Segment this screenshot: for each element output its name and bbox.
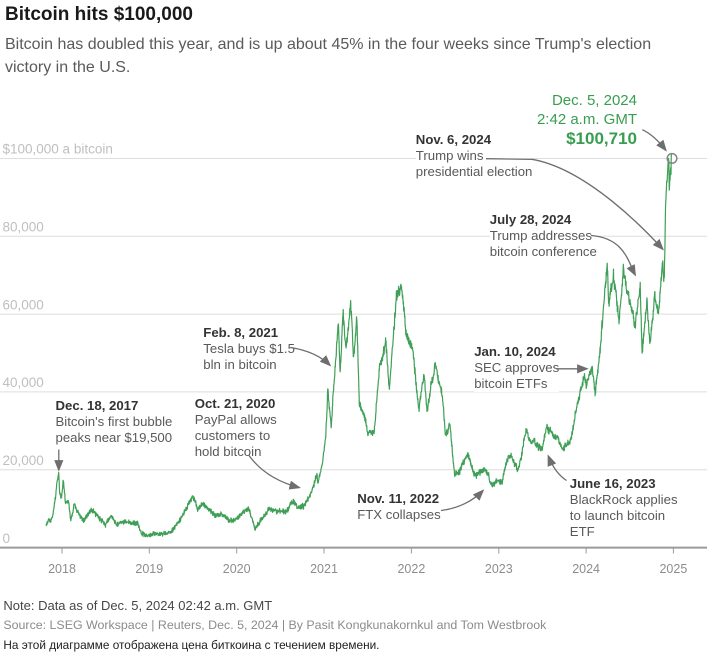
svg-text:2023: 2023	[485, 562, 513, 576]
svg-text:2021: 2021	[310, 562, 338, 576]
svg-text:2024: 2024	[572, 562, 600, 576]
svg-text:0: 0	[3, 531, 11, 546]
svg-text:40,000: 40,000	[3, 375, 44, 390]
svg-text:60,000: 60,000	[3, 297, 44, 312]
svg-text:2018: 2018	[48, 562, 76, 576]
svg-text:80,000: 80,000	[3, 220, 44, 235]
svg-text:2019: 2019	[135, 562, 163, 576]
svg-text:2022: 2022	[397, 562, 425, 576]
svg-text:20,000: 20,000	[3, 453, 44, 468]
svg-text:2025: 2025	[659, 562, 687, 576]
svg-text:$100,000 a bitcoin: $100,000 a bitcoin	[3, 142, 113, 157]
svg-text:2020: 2020	[223, 562, 251, 576]
